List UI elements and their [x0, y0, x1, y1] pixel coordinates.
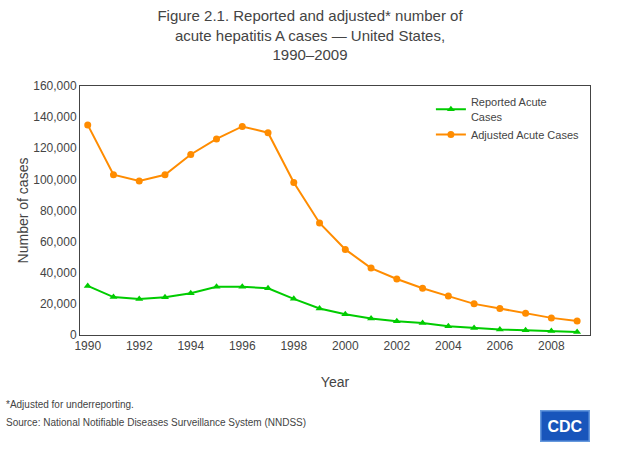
svg-text:CDC: CDC [548, 418, 583, 435]
svg-text:2000: 2000 [332, 339, 359, 353]
svg-text:0: 0 [70, 328, 77, 342]
svg-text:100,000: 100,000 [33, 173, 77, 187]
svg-text:Figure 2.1. Reported and adjus: Figure 2.1. Reported and adjusted* numbe… [157, 7, 463, 63]
svg-text:140,000: 140,000 [33, 110, 77, 124]
svg-text:Adjusted Acute Cases: Adjusted Acute Cases [471, 129, 579, 141]
svg-text:80,000: 80,000 [40, 204, 77, 218]
svg-text:120,000: 120,000 [33, 141, 77, 155]
svg-text:*Adjusted for underreporting.: *Adjusted for underreporting. [6, 399, 134, 410]
svg-text:1994: 1994 [177, 339, 204, 353]
svg-text:1990: 1990 [74, 339, 101, 353]
svg-text:2006: 2006 [486, 339, 513, 353]
svg-text:60,000: 60,000 [40, 235, 77, 249]
svg-text:2004: 2004 [435, 339, 462, 353]
svg-text:2002: 2002 [383, 339, 410, 353]
svg-text:Year: Year [321, 374, 350, 390]
svg-text:40,000: 40,000 [40, 266, 77, 280]
svg-text:20,000: 20,000 [40, 297, 77, 311]
svg-text:1992: 1992 [126, 339, 153, 353]
svg-text:1996: 1996 [229, 339, 256, 353]
svg-text:Number of cases: Number of cases [15, 158, 31, 264]
svg-text:Reported AcuteCases: Reported AcuteCases [471, 96, 547, 122]
svg-text:160,000: 160,000 [33, 79, 77, 93]
svg-text:Source: National Notifiable Di: Source: National Notifiable Diseases Sur… [6, 417, 306, 428]
svg-text:1998: 1998 [280, 339, 307, 353]
svg-text:2008: 2008 [538, 339, 565, 353]
